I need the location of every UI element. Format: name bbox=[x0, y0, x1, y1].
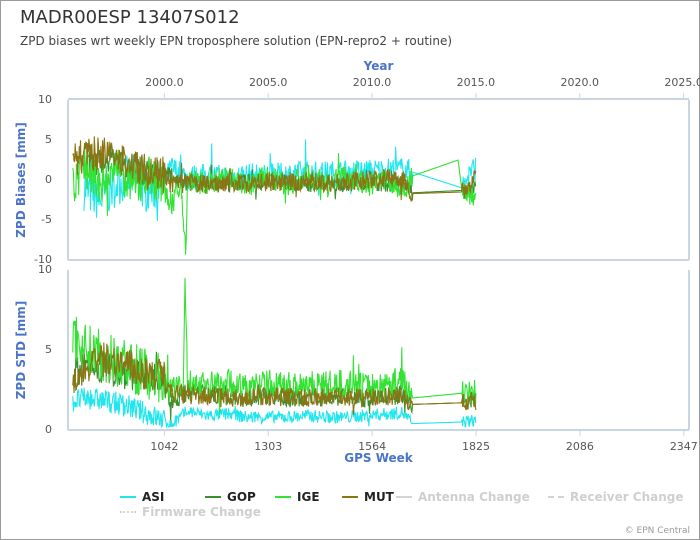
credit-text: © EPN Central bbox=[624, 526, 690, 536]
year-tick-label: 2005.0 bbox=[249, 76, 288, 89]
chart-title: MADR00ESP 13407S012 bbox=[20, 7, 240, 28]
year-tick-label: 2000.0 bbox=[145, 76, 184, 89]
y-tick-label: 5 bbox=[45, 343, 52, 356]
legend-symbol bbox=[120, 496, 136, 498]
legend-label: MUT bbox=[364, 490, 394, 504]
y-tick-label: -10 bbox=[34, 253, 52, 266]
y-tick-label: 5 bbox=[45, 133, 52, 146]
week-tick-label: 1564 bbox=[358, 440, 386, 453]
week-tick-label: 2347 bbox=[670, 440, 698, 453]
week-tick-label: 1042 bbox=[150, 440, 178, 453]
legend-item-asi[interactable]: ASI bbox=[120, 490, 164, 504]
legend-item-receiver-change[interactable]: Receiver Change bbox=[548, 490, 684, 504]
chart-subtitle: ZPD biases wrt weekly EPN troposphere so… bbox=[20, 34, 453, 48]
legend-symbol bbox=[396, 496, 412, 498]
legend-label: IGE bbox=[297, 490, 320, 504]
legend-symbol bbox=[205, 496, 221, 498]
legend-symbol bbox=[342, 496, 358, 498]
year-tick-label: 2020.0 bbox=[561, 76, 600, 89]
legend-symbol bbox=[548, 496, 564, 498]
legend-label: ASI bbox=[142, 490, 165, 504]
week-tick-label: 2086 bbox=[566, 440, 594, 453]
legend-item-antenna-change[interactable]: Antenna Change bbox=[396, 490, 530, 504]
legend: ASI GOP IGE MUT Antenna Change Receiver Chang… bbox=[100, 488, 700, 528]
legend-label: Antenna Change bbox=[418, 490, 530, 504]
y-tick-label: 0 bbox=[45, 173, 52, 186]
legend-label: Firmware Change bbox=[142, 505, 261, 519]
y-axis-title-std: ZPD STD [mm] bbox=[14, 301, 28, 400]
y-tick-label: -5 bbox=[41, 213, 52, 226]
y-tick-label: 0 bbox=[45, 423, 52, 436]
y-tick-label: 10 bbox=[38, 263, 52, 276]
series-asi-std-line bbox=[72, 387, 477, 429]
legend-label: Receiver Change bbox=[570, 490, 684, 504]
legend-item-mut[interactable]: MUT bbox=[342, 490, 394, 504]
legend-label: GOP bbox=[227, 490, 256, 504]
year-tick-label: 2015.0 bbox=[457, 76, 496, 89]
series-mut-bias-line bbox=[72, 136, 477, 202]
series-mut-std-line bbox=[72, 342, 477, 415]
legend-symbol bbox=[275, 496, 291, 498]
series-ige-std-line bbox=[72, 277, 477, 415]
legend-item-firmware-change[interactable]: Firmware Change bbox=[120, 505, 261, 519]
week-tick-label: 1825 bbox=[462, 440, 490, 453]
y-tick-label: 10 bbox=[38, 93, 52, 106]
week-tick-label: 1303 bbox=[254, 440, 282, 453]
year-tick-label: 2010.0 bbox=[353, 76, 392, 89]
year-tick-label: 2025.0 bbox=[664, 76, 700, 89]
year-axis-title: Year bbox=[363, 59, 394, 73]
legend-symbol bbox=[120, 511, 136, 513]
y-axis-title-biases: ZPD Biases [mm] bbox=[14, 122, 28, 238]
legend-item-gop[interactable]: GOP bbox=[205, 490, 256, 504]
legend-item-ige[interactable]: IGE bbox=[275, 490, 320, 504]
week-axis-title: GPS Week bbox=[344, 451, 414, 465]
